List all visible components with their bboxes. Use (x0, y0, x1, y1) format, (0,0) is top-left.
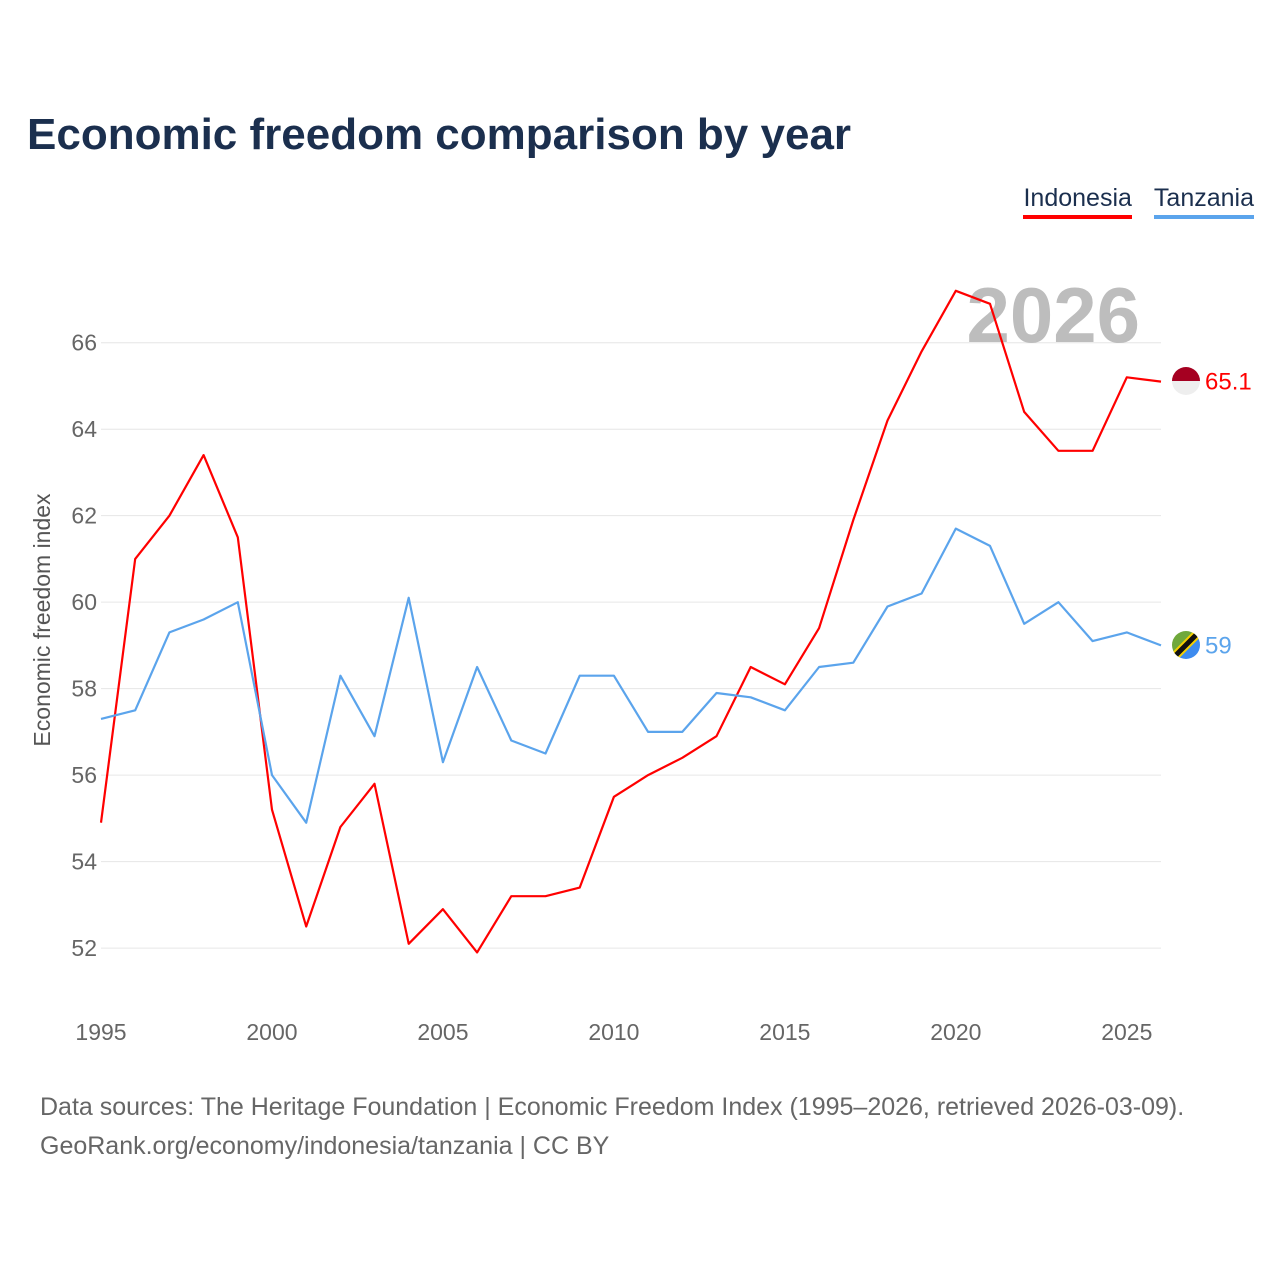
end-value-label: 59 (1205, 632, 1232, 659)
legend-indonesia[interactable]: Indonesia (1023, 184, 1132, 219)
x-tick-label: 2010 (588, 1019, 639, 1045)
tanzania-flag-icon (1172, 631, 1200, 659)
source-link[interactable]: GeoRank.org/economy/indonesia/tanzania |… (40, 1132, 610, 1160)
source-note: Data sources: The Heritage Foundation | … (40, 1088, 1184, 1166)
y-tick-label: 52 (71, 935, 97, 961)
x-tick-label: 2005 (417, 1019, 468, 1045)
y-tick-label: 54 (71, 849, 97, 875)
indonesia-flag-icon (1172, 367, 1200, 395)
chart-title: Economic freedom comparison by year (27, 110, 852, 159)
x-tick-label: 2020 (930, 1019, 981, 1045)
y-tick-label: 62 (71, 503, 97, 529)
year-overlay: 2026 (966, 271, 1140, 359)
series-line-tanzania[interactable] (100, 527, 1162, 824)
y-tick-label: 60 (71, 589, 97, 615)
y-tick-label: 64 (71, 416, 97, 442)
legend: Indonesia Tanzania (1023, 184, 1254, 219)
x-tick-label: 1995 (75, 1019, 126, 1045)
series-line-indonesia[interactable] (99, 289, 1162, 954)
y-tick-label: 66 (71, 330, 97, 356)
y-tick-label: 58 (71, 676, 97, 702)
end-value-label: 65.1 (1205, 369, 1252, 396)
x-tick-label: 2000 (246, 1019, 297, 1045)
y-axis-label: Economic freedom index (29, 493, 55, 747)
y-tick-label: 56 (71, 762, 97, 788)
x-tick-label: 2015 (759, 1019, 810, 1045)
x-tick-label: 2025 (1101, 1019, 1152, 1045)
source-line: Data sources: The Heritage Foundation | … (40, 1093, 1185, 1121)
legend-tanzania[interactable]: Tanzania (1153, 184, 1254, 219)
